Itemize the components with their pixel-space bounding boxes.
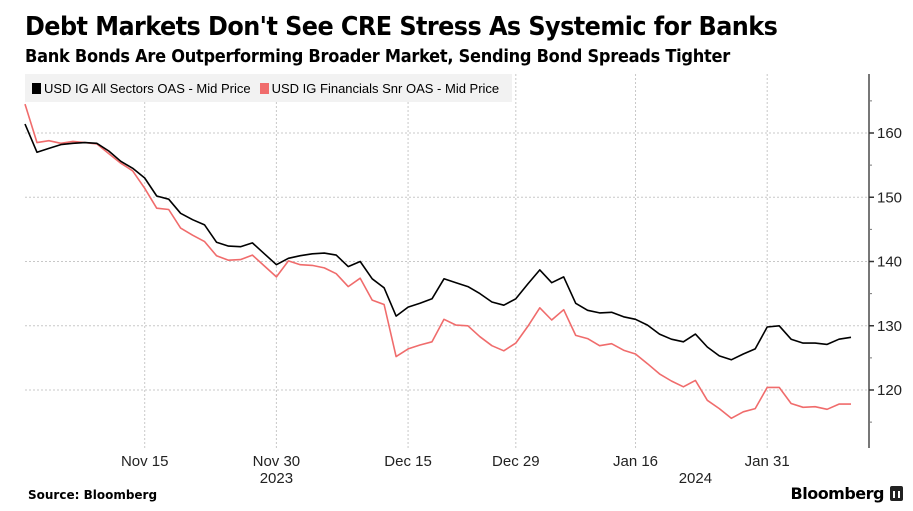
chart-subtitle: Bank Bonds Are Outperforming Broader Mar…: [25, 46, 730, 67]
gridlines: [25, 74, 869, 448]
legend-item-financials: USD IG Financials Snr OAS - Mid Price: [259, 80, 500, 96]
chart-title: Debt Markets Don't See CRE Stress As Sys…: [25, 12, 778, 42]
x-axis-labels: Nov 15 Nov 30 Dec 15 Dec 29 Jan 16 Jan 31 2023…: [121, 453, 790, 487]
x-year-label: 2023: [260, 470, 293, 487]
legend-item-all-sectors: USD IG All Sectors OAS - Mid Price: [32, 81, 251, 96]
y-tick-label: 140: [877, 254, 902, 271]
y-tick-label: 150: [877, 189, 902, 206]
x-tick-label: Dec 15: [384, 453, 432, 470]
series-layer: [24, 103, 852, 420]
series-line-financials: [24, 103, 851, 420]
legend-label-financials: USD IG Financials Snr OAS - Mid Price: [271, 80, 500, 96]
legend: USD IG All Sectors OAS - Mid Price USD I…: [25, 74, 512, 102]
x-tick-label: Jan 16: [613, 453, 658, 470]
series-line-all-sectors: [24, 123, 852, 361]
x-tick-label: Jan 31: [745, 453, 790, 470]
x-tick-label: Nov 30: [253, 453, 301, 470]
x-tick-label: Dec 29: [492, 453, 540, 470]
y-tick-label: 130: [877, 318, 902, 335]
legend-swatch-financials: [259, 82, 269, 94]
x-year-label: 2024: [679, 470, 712, 487]
bloomberg-chart-icon: [890, 486, 903, 501]
brand-label: Bloomberg: [790, 484, 885, 503]
y-axis: 120 130 140 150 160: [868, 74, 902, 448]
legend-label-all-sectors: USD IG All Sectors OAS - Mid Price: [44, 80, 251, 96]
y-tick-label: 120: [877, 382, 902, 399]
legend-swatch-all-sectors: [32, 82, 41, 94]
bloomberg-logo: Bloomberg: [791, 484, 903, 503]
y-tick-label: 160: [877, 125, 902, 142]
source-note: Source: Bloomberg: [28, 488, 158, 502]
x-tick-label: Nov 15: [121, 453, 169, 470]
